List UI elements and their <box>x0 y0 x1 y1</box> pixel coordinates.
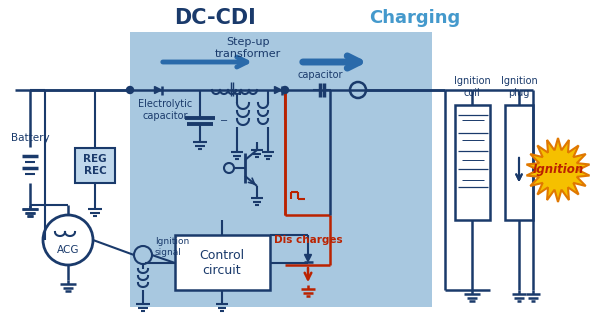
Bar <box>130 32 432 307</box>
Text: Ignition: Ignition <box>533 163 583 177</box>
Polygon shape <box>527 138 589 202</box>
Text: Ignition
plug: Ignition plug <box>501 77 537 98</box>
Polygon shape <box>304 254 311 261</box>
Circle shape <box>282 86 289 93</box>
Bar <box>505 105 533 220</box>
Bar <box>455 105 490 220</box>
Text: −: − <box>220 116 228 126</box>
Text: Ignition
coil: Ignition coil <box>453 77 491 98</box>
Text: REG
REC: REG REC <box>83 154 107 176</box>
Circle shape <box>126 86 134 93</box>
Text: Dis charges: Dis charges <box>274 235 342 245</box>
Text: ACG: ACG <box>57 245 79 255</box>
Polygon shape <box>155 86 162 93</box>
Text: Battery: Battery <box>11 133 49 143</box>
Polygon shape <box>274 86 282 93</box>
Text: Electrolytic
capacitor: Electrolytic capacitor <box>138 99 192 121</box>
Text: Charging: Charging <box>370 9 461 27</box>
Text: capacitor: capacitor <box>297 70 343 80</box>
Bar <box>175 235 270 290</box>
Text: Step-up
transformer: Step-up transformer <box>215 37 281 59</box>
Text: Ignition
signal: Ignition signal <box>155 237 189 257</box>
Bar <box>75 148 115 183</box>
Text: DC-CDI: DC-CDI <box>174 8 256 28</box>
Text: Control
circuit: Control circuit <box>199 249 244 277</box>
